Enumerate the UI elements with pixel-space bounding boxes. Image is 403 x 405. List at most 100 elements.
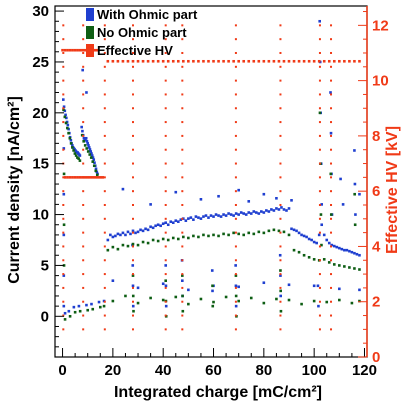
data-point xyxy=(81,48,84,52)
data-point xyxy=(91,176,95,179)
data-point xyxy=(338,246,341,250)
data-point xyxy=(161,59,165,63)
data-point xyxy=(224,214,228,217)
hv-spike-point xyxy=(132,203,134,206)
data-point xyxy=(91,156,95,159)
x-tick-label: 60 xyxy=(205,362,222,379)
data-point xyxy=(89,150,93,153)
hv-spike-point xyxy=(181,93,184,96)
data-point xyxy=(302,234,306,238)
hv-spike-point xyxy=(330,190,333,193)
hv-spike-point xyxy=(164,190,167,193)
data-point xyxy=(102,304,106,308)
hv-spike-point xyxy=(164,314,167,317)
hv-spike-point xyxy=(330,107,333,110)
data-point xyxy=(338,287,341,291)
data-point xyxy=(300,302,303,306)
data-point xyxy=(257,59,261,63)
data-point xyxy=(78,176,82,179)
data-point xyxy=(136,230,140,234)
hv-spike-point xyxy=(62,314,65,317)
hv-spike-point xyxy=(318,121,321,124)
hv-spike-point xyxy=(330,148,333,151)
hv-spike-point xyxy=(132,38,134,41)
data-point xyxy=(217,59,220,63)
hv-spike-point xyxy=(82,65,85,68)
data-point xyxy=(63,318,67,321)
hv-spike-point xyxy=(279,148,282,151)
hv-spike-point xyxy=(164,65,167,68)
data-point xyxy=(343,59,346,63)
hv-spike-point xyxy=(330,203,333,206)
data-point xyxy=(71,176,74,179)
data-point xyxy=(247,211,251,214)
legend-swatch-no-ohmic xyxy=(86,26,94,39)
data-point xyxy=(149,225,152,229)
data-point xyxy=(315,241,318,245)
data-point xyxy=(111,299,115,303)
hv-spike-point xyxy=(82,300,85,303)
hv-spike-point xyxy=(318,273,321,276)
data-point xyxy=(262,231,266,235)
data-point xyxy=(179,218,183,221)
data-point xyxy=(234,264,237,267)
hv-spike-point xyxy=(82,79,85,82)
data-point xyxy=(295,229,298,233)
data-point xyxy=(98,305,102,309)
data-point xyxy=(287,207,291,210)
data-point xyxy=(307,255,311,259)
data-point xyxy=(174,295,178,299)
data-point xyxy=(80,133,84,137)
legend-label-with-ohmic: With Ohmic part xyxy=(97,7,198,22)
data-point xyxy=(131,229,135,233)
data-point xyxy=(166,59,170,63)
data-point xyxy=(312,240,316,244)
data-point xyxy=(81,129,84,133)
data-point xyxy=(292,59,296,63)
data-point xyxy=(156,239,160,243)
data-point xyxy=(202,215,205,218)
y2-tick-label: 12 xyxy=(372,17,389,34)
hv-spike-point xyxy=(181,148,184,151)
data-point xyxy=(86,142,90,145)
data-point xyxy=(136,59,140,63)
data-point xyxy=(262,59,266,63)
data-point xyxy=(247,200,251,203)
data-point xyxy=(242,212,246,215)
x-tick-label: 80 xyxy=(255,362,272,379)
data-point xyxy=(98,176,102,179)
data-point xyxy=(151,59,155,63)
data-point xyxy=(62,304,66,308)
hv-spike-point xyxy=(103,217,106,220)
legend-swatch-effective-hv xyxy=(86,44,94,57)
data-point xyxy=(340,247,344,251)
data-point xyxy=(121,59,125,63)
series-1 xyxy=(62,108,361,321)
data-point xyxy=(83,144,87,147)
data-point xyxy=(242,59,246,63)
data-point xyxy=(354,213,357,216)
data-point xyxy=(227,212,230,215)
data-point xyxy=(73,310,77,314)
data-point xyxy=(73,48,77,52)
data-point xyxy=(207,234,210,238)
data-point xyxy=(282,59,286,63)
hv-spike-point xyxy=(62,286,65,289)
hv-spike-point xyxy=(181,38,184,41)
data-point xyxy=(320,203,324,206)
hv-spike-point xyxy=(330,38,333,41)
hv-spike-point xyxy=(234,259,237,262)
data-point xyxy=(68,136,72,140)
hv-spike-point xyxy=(132,134,134,137)
hv-spike-point xyxy=(330,79,333,82)
hv-spike-point xyxy=(318,314,321,317)
data-point xyxy=(85,147,89,150)
data-point xyxy=(156,59,160,63)
data-point xyxy=(141,240,145,244)
data-point xyxy=(348,59,351,63)
data-point xyxy=(126,59,130,63)
hv-spike-point xyxy=(132,286,134,289)
data-point xyxy=(189,216,193,219)
data-point xyxy=(217,194,220,198)
hv-spike-point xyxy=(234,79,237,82)
